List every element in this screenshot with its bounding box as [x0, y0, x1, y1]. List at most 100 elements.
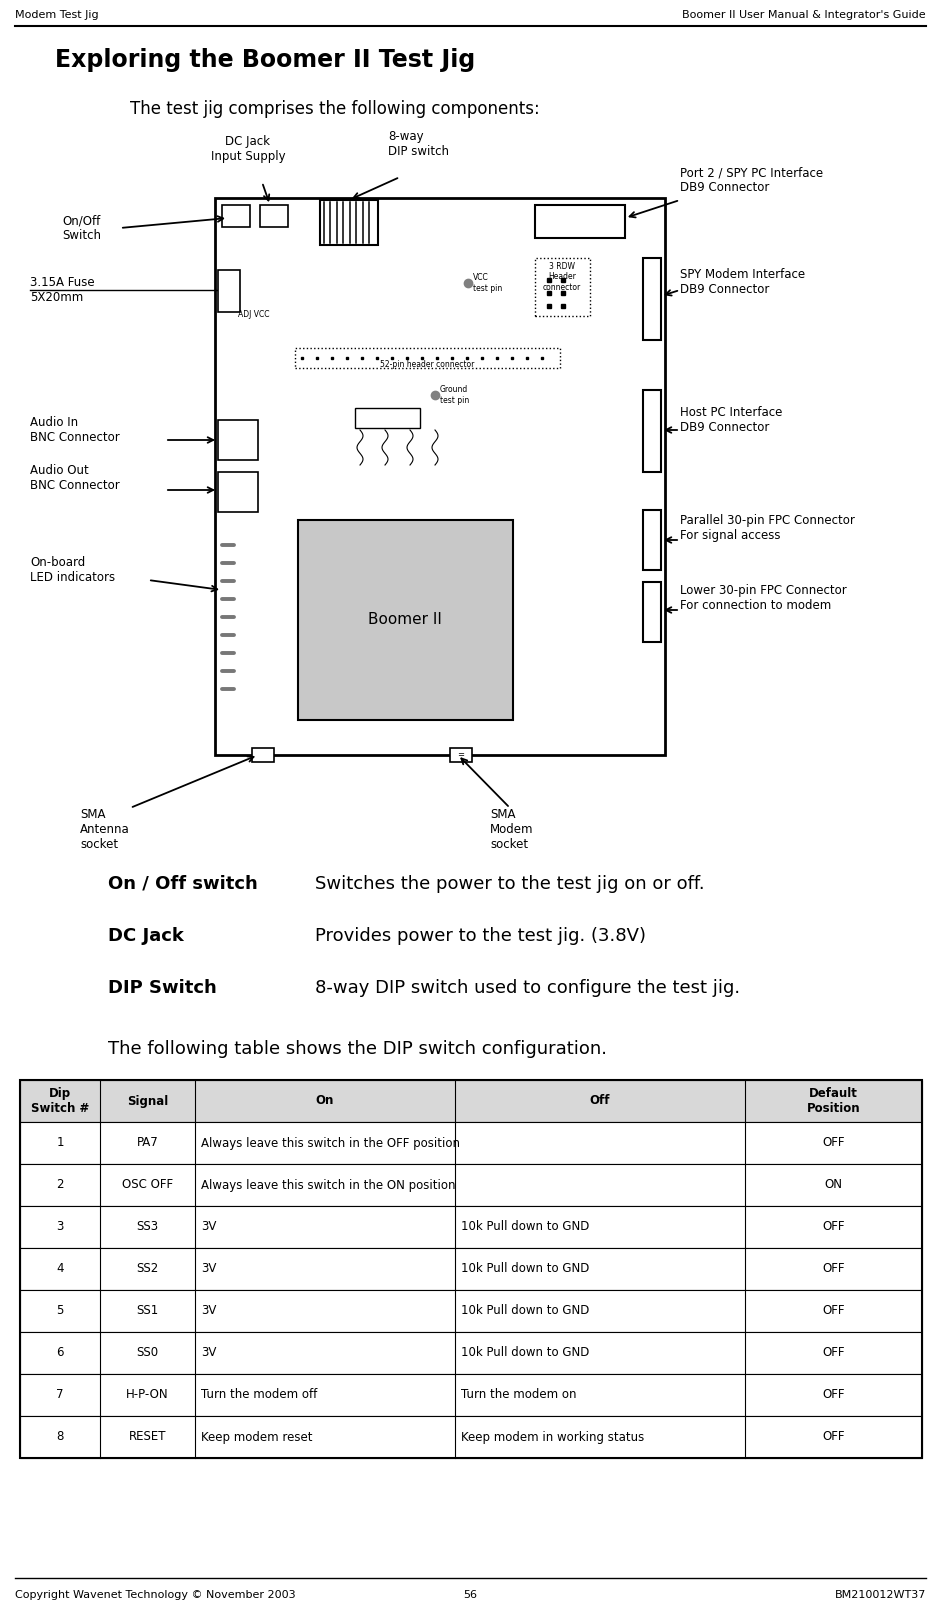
Text: On-board
LED indicators: On-board LED indicators [30, 557, 115, 584]
Text: On: On [316, 1094, 334, 1107]
Bar [643, 258, 661, 340]
Text: 8-way DIP switch used to configure the test jig.: 8-way DIP switch used to configure the t… [315, 978, 741, 998]
Text: SPY Modem Interface
DB9 Connector: SPY Modem Interface DB9 Connector [680, 268, 805, 297]
Bar [20, 1206, 922, 1248]
Text: The following table shows the DIP switch configuration.: The following table shows the DIP switch… [108, 1039, 607, 1059]
Bar [20, 1248, 922, 1290]
Text: 10k Pull down to GND: 10k Pull down to GND [461, 1346, 589, 1360]
Text: 8: 8 [56, 1431, 64, 1444]
Text: 6: 6 [56, 1346, 64, 1360]
Text: OFF: OFF [822, 1389, 845, 1402]
Text: 8-way
DIP switch: 8-way DIP switch [388, 130, 449, 159]
Text: Port 2 / SPY PC Interface
DB9 Connector: Port 2 / SPY PC Interface DB9 Connector [680, 165, 823, 194]
Bar [222, 205, 250, 228]
Text: Default
Position: Default Position [806, 1088, 860, 1115]
Text: Signal: Signal [127, 1094, 168, 1107]
Text: Parallel 30-pin FPC Connector
For signal access: Parallel 30-pin FPC Connector For signal… [680, 513, 854, 542]
Text: DC Jack: DC Jack [108, 927, 183, 945]
Text: 52-pin header connector: 52-pin header connector [380, 359, 474, 369]
Text: 10k Pull down to GND: 10k Pull down to GND [461, 1221, 589, 1233]
Text: OFF: OFF [822, 1262, 845, 1275]
Text: 5: 5 [56, 1304, 64, 1317]
Bar [535, 258, 590, 316]
Text: SS2: SS2 [136, 1262, 159, 1275]
Bar [20, 1079, 922, 1123]
Text: 3V: 3V [201, 1262, 216, 1275]
Text: 4: 4 [56, 1262, 64, 1275]
Text: H-P-ON: H-P-ON [126, 1389, 168, 1402]
Text: RESET: RESET [129, 1431, 167, 1444]
Text: On / Off switch: On / Off switch [108, 876, 258, 893]
Text: The test jig comprises the following components:: The test jig comprises the following com… [130, 99, 540, 119]
Text: 7: 7 [56, 1389, 64, 1402]
Bar [298, 520, 513, 720]
Text: VCC
test pin: VCC test pin [473, 273, 502, 292]
Text: Host PC Interface
DB9 Connector: Host PC Interface DB9 Connector [680, 406, 782, 435]
Bar [643, 510, 661, 569]
Text: OFF: OFF [822, 1304, 845, 1317]
Text: ON: ON [824, 1179, 842, 1192]
Bar [20, 1331, 922, 1375]
Bar [20, 1416, 922, 1458]
Bar [20, 1079, 922, 1458]
Text: Audio In
BNC Connector: Audio In BNC Connector [30, 415, 120, 444]
Text: On/Off
Switch: On/Off Switch [62, 213, 101, 242]
Text: Keep modem reset: Keep modem reset [201, 1431, 312, 1444]
Text: Dip
Switch #: Dip Switch # [31, 1088, 89, 1115]
Text: Exploring the Boomer II Test Jig: Exploring the Boomer II Test Jig [55, 48, 475, 72]
Text: 3V: 3V [201, 1346, 216, 1360]
Text: Turn the modem off: Turn the modem off [201, 1389, 317, 1402]
Text: Modem Test Jig: Modem Test Jig [15, 10, 99, 19]
Text: Switches the power to the test jig on or off.: Switches the power to the test jig on or… [315, 876, 705, 893]
Text: SS3: SS3 [136, 1221, 159, 1233]
Text: OFF: OFF [822, 1137, 845, 1150]
Text: Off: Off [590, 1094, 611, 1107]
Text: Turn the modem on: Turn the modem on [461, 1389, 577, 1402]
Bar [20, 1290, 922, 1331]
Text: Boomer II: Boomer II [368, 613, 442, 627]
Text: Ground
test pin: Ground test pin [440, 385, 470, 404]
Bar [643, 390, 661, 472]
Text: 3 RDW
Header
connector: 3 RDW Header connector [543, 261, 582, 292]
Bar [218, 472, 258, 512]
Bar [355, 407, 420, 428]
Text: OSC OFF: OSC OFF [122, 1179, 173, 1192]
Text: PA7: PA7 [136, 1137, 158, 1150]
Text: SMA
Modem
socket: SMA Modem socket [490, 808, 534, 852]
Bar [218, 420, 258, 460]
Text: OFF: OFF [822, 1346, 845, 1360]
Text: Lower 30-pin FPC Connector
For connection to modem: Lower 30-pin FPC Connector For connectio… [680, 584, 847, 613]
Text: Keep modem in working status: Keep modem in working status [461, 1431, 645, 1444]
Text: SS0: SS0 [136, 1346, 159, 1360]
Text: 2: 2 [56, 1179, 64, 1192]
Text: OFF: OFF [822, 1221, 845, 1233]
Bar [20, 1375, 922, 1416]
Text: DC Jack
Input Supply: DC Jack Input Supply [211, 135, 285, 164]
Bar [450, 747, 472, 762]
Text: 3V: 3V [201, 1221, 216, 1233]
Text: 56: 56 [463, 1590, 477, 1601]
Bar [215, 197, 665, 755]
Bar [295, 348, 560, 367]
Text: Always leave this switch in the ON position: Always leave this switch in the ON posit… [201, 1179, 455, 1192]
Text: ADJ VCC: ADJ VCC [238, 310, 269, 319]
Bar [252, 747, 274, 762]
Text: Copyright Wavenet Technology © November 2003: Copyright Wavenet Technology © November … [15, 1590, 295, 1601]
Bar [20, 1123, 922, 1165]
Bar [218, 269, 240, 313]
Text: 10k Pull down to GND: 10k Pull down to GND [461, 1304, 589, 1317]
Bar [643, 582, 661, 642]
Text: BM210012WT37: BM210012WT37 [835, 1590, 926, 1601]
Text: 1: 1 [56, 1137, 64, 1150]
Text: OFF: OFF [822, 1431, 845, 1444]
Bar [260, 205, 288, 228]
Text: 10k Pull down to GND: 10k Pull down to GND [461, 1262, 589, 1275]
Text: Always leave this switch in the OFF position: Always leave this switch in the OFF posi… [201, 1137, 460, 1150]
Text: SMA
Antenna
socket: SMA Antenna socket [80, 808, 130, 852]
Text: 3.15A Fuse
5X20mm: 3.15A Fuse 5X20mm [30, 276, 95, 305]
Bar [20, 1165, 922, 1206]
Text: Boomer II User Manual & Integrator's Guide: Boomer II User Manual & Integrator's Gui… [682, 10, 926, 19]
Bar [535, 205, 625, 237]
Text: Provides power to the test jig. (3.8V): Provides power to the test jig. (3.8V) [315, 927, 646, 945]
Text: Audio Out
BNC Connector: Audio Out BNC Connector [30, 464, 120, 492]
